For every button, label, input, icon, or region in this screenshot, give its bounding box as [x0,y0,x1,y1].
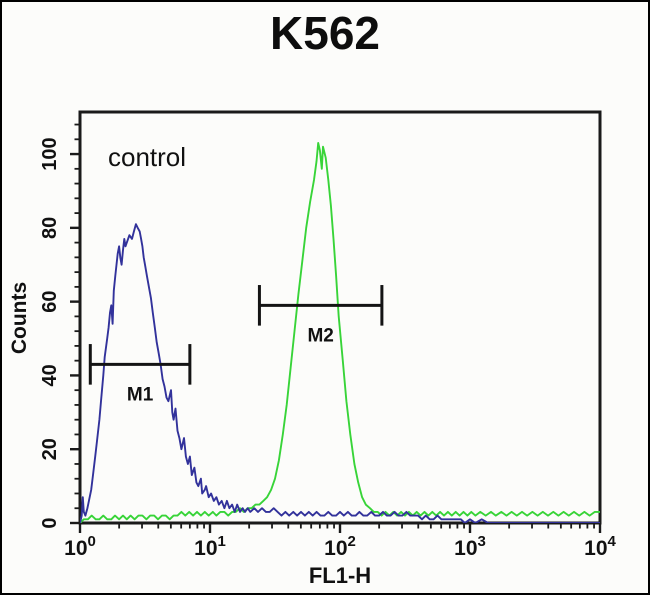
histogram-curve-green [80,142,600,523]
x-axis-label: FL1-H [309,563,371,588]
marker-m2-label: M2 [307,325,333,346]
y-tick-label: 40 [39,364,61,386]
x-tick-label: 102 [324,533,356,560]
x-tick-label: 103 [454,533,486,560]
control-annotation: control [108,142,186,172]
plot-generated-layer: 100 101 102 103 104 0 20 40 60 80 100 M1 M2 [39,110,617,560]
y-tick-label: 100 [39,137,61,170]
y-axis-label: Counts [8,282,31,354]
y-tick-label: 60 [39,291,61,313]
marker-m1-label: M1 [127,384,154,405]
y-tick-label: 80 [39,217,61,239]
x-tick-label: 101 [194,533,226,560]
x-tick-label: 104 [584,533,616,560]
plot-frame [78,110,602,525]
x-tick-label: 100 [64,533,96,560]
y-tick-label: 20 [39,438,61,460]
histogram-curve-blue [80,223,600,523]
y-tick-label: 0 [39,517,61,528]
chart-title: K562 [270,7,380,59]
